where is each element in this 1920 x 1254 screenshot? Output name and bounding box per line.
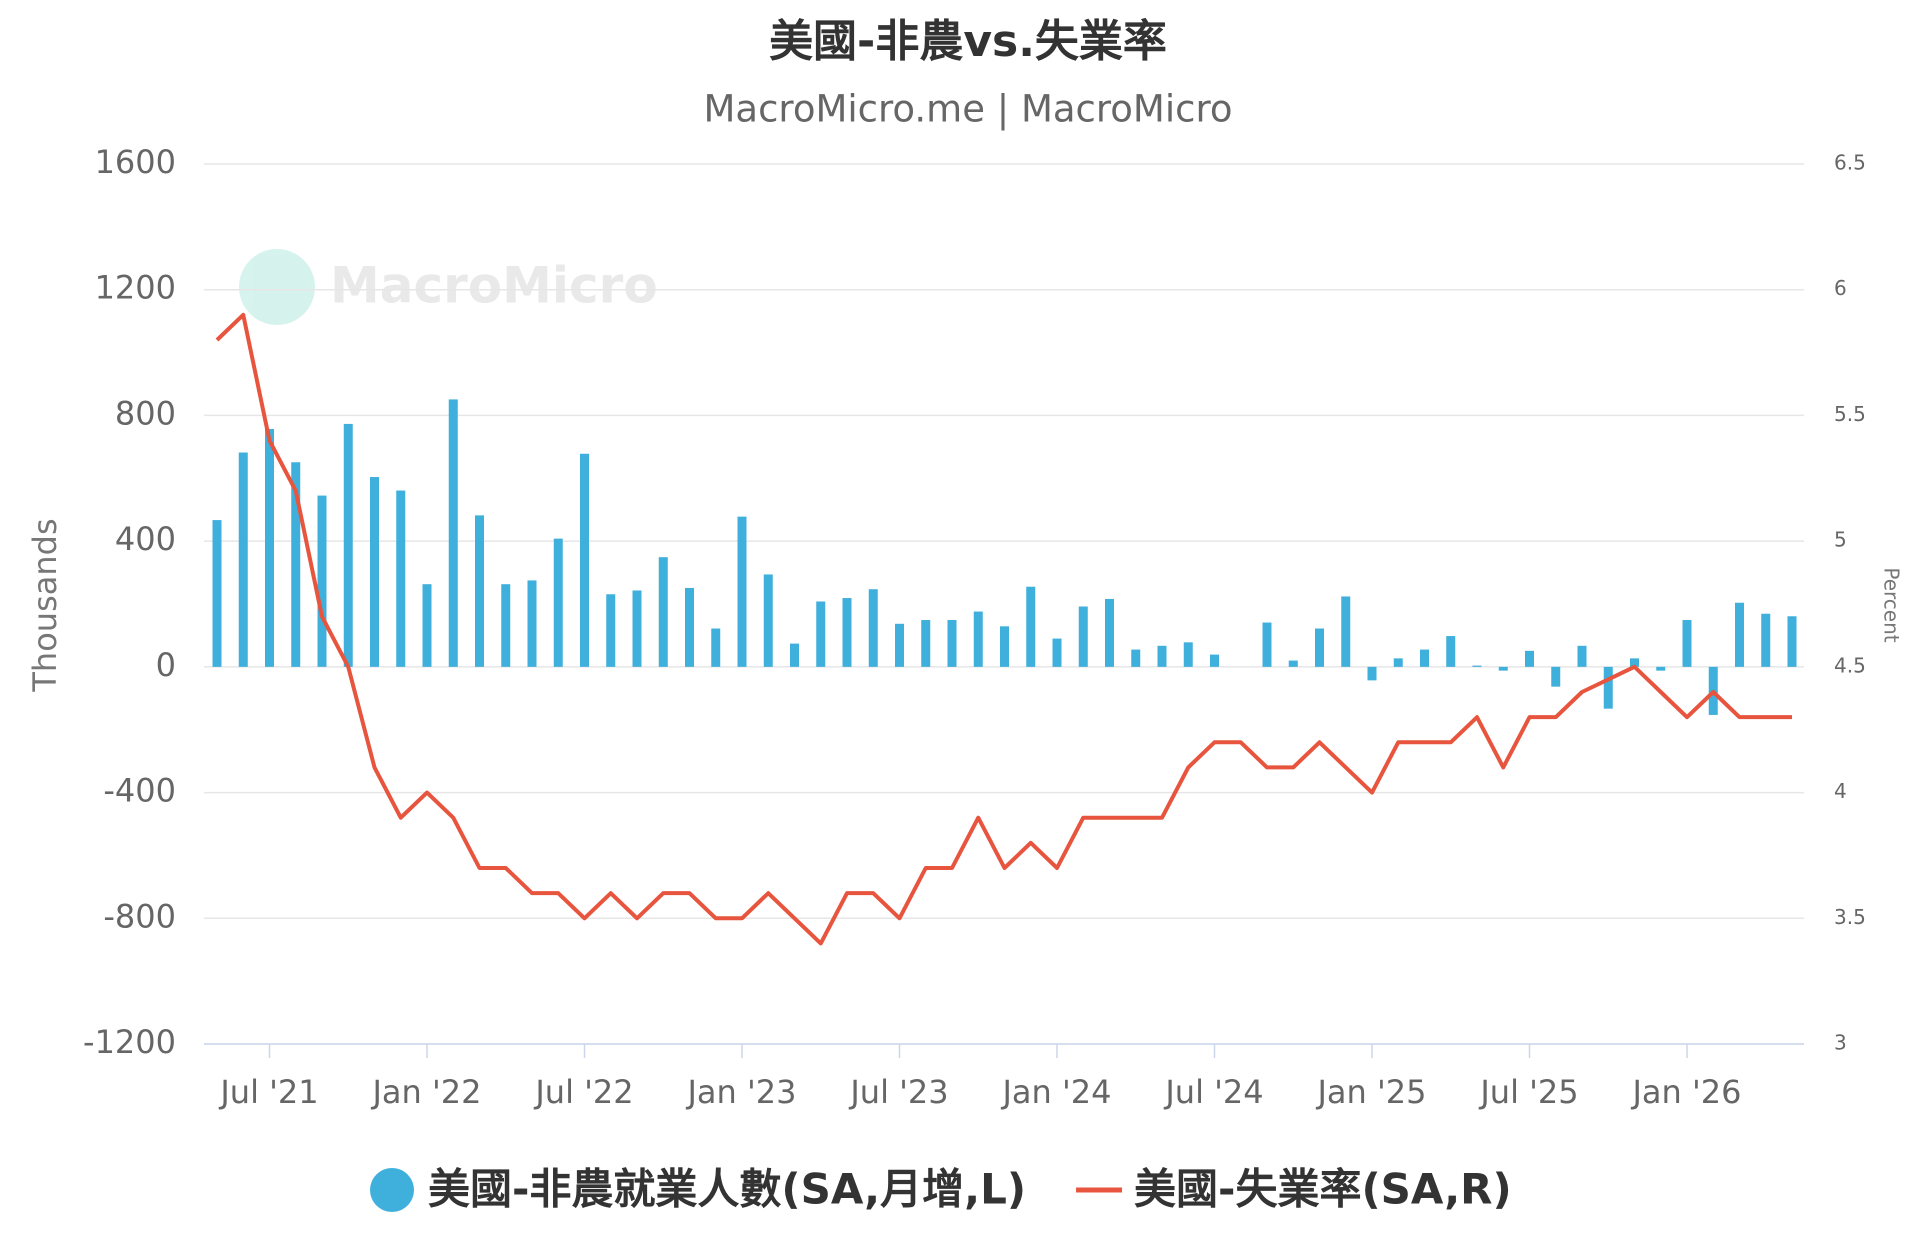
chart-subtitle: MacroMicro.me | MacroMicro [703, 88, 1232, 131]
bar [1367, 666, 1377, 681]
y2-tick-label: 6 [1834, 276, 1847, 300]
bar [1551, 666, 1561, 687]
y-tick-label: 1600 [95, 143, 176, 181]
bar [1131, 649, 1141, 667]
bar [553, 538, 563, 667]
bar [422, 584, 432, 667]
bar [1682, 620, 1692, 667]
x-tick-label: Jul '21 [218, 1073, 318, 1111]
bar [1446, 636, 1456, 667]
bar [1735, 602, 1744, 667]
bar [1472, 665, 1482, 667]
y-tick-label: -1200 [83, 1023, 176, 1061]
y2-tick-label: 3 [1834, 1031, 1847, 1055]
y2-tick-label: 4 [1834, 779, 1847, 803]
bar [658, 557, 668, 667]
bar [1420, 649, 1429, 667]
x-tick-label: Jul '22 [533, 1073, 633, 1111]
legend-symbol [370, 1168, 414, 1212]
bar [737, 516, 747, 667]
bar [895, 623, 904, 667]
bar [842, 598, 852, 667]
y2-tick-label: 4.5 [1834, 653, 1866, 677]
bar [606, 594, 616, 667]
watermark: MacroMicro [330, 257, 658, 315]
bar [868, 589, 878, 667]
chart-title: 美國-非農vs.失業率 [769, 16, 1167, 67]
bar [1315, 628, 1324, 667]
y-tick-label: 0 [156, 646, 176, 684]
bar [1498, 666, 1508, 671]
bar [501, 584, 511, 667]
y-tick-label: 1200 [95, 269, 176, 307]
bar [1288, 660, 1298, 667]
y-tick-label: 400 [115, 520, 176, 558]
bar [396, 490, 406, 667]
watermark-group: MacroMicro [239, 249, 658, 325]
bar [1078, 606, 1088, 667]
bar [1000, 626, 1009, 667]
y2-tick-label: 5 [1834, 528, 1847, 552]
bar [1026, 586, 1036, 667]
line [215, 312, 1792, 946]
legend-label: 美國-非農就業人數(SA,月增,L) [428, 1165, 1026, 1214]
x-tick-label: Jul '23 [848, 1073, 948, 1111]
bar [475, 515, 484, 667]
x-tick-label: Jan '23 [685, 1073, 796, 1111]
bar [1787, 616, 1797, 667]
bar [1577, 645, 1587, 667]
y2-tick-label: 6.5 [1834, 151, 1866, 175]
y-tick-label: 800 [115, 394, 176, 432]
bar [448, 399, 458, 667]
bar [291, 462, 301, 667]
bar [685, 587, 694, 667]
bar [1761, 613, 1771, 667]
bar [1262, 622, 1272, 667]
bar [1210, 654, 1219, 667]
bar [1656, 666, 1666, 671]
bar [212, 520, 222, 667]
bar [763, 574, 773, 667]
bar [1052, 638, 1062, 667]
y-tick-label: -400 [103, 772, 176, 810]
bar [1630, 658, 1639, 667]
y2-tick-label: 5.5 [1834, 402, 1866, 426]
bar [1525, 650, 1534, 667]
y-tick-label: -800 [103, 897, 176, 935]
bar [265, 428, 274, 667]
bar [1341, 596, 1351, 667]
bar [632, 590, 642, 667]
x-tick-label: Jan '25 [1315, 1073, 1426, 1111]
bar [1393, 658, 1403, 667]
bar [317, 495, 327, 667]
bar [580, 453, 589, 667]
bar [790, 643, 799, 667]
bar [816, 601, 826, 667]
x-tick-label: Jan '24 [1000, 1073, 1111, 1111]
bar [1105, 598, 1114, 667]
bar [711, 628, 721, 667]
x-tick-label: Jan '22 [370, 1073, 481, 1111]
bar [527, 580, 537, 667]
legend: 美國-非農就業人數(SA,月增,L) 美國-失業率(SA,R) [370, 1165, 1512, 1214]
legend-label: 美國-失業率(SA,R) [1134, 1165, 1512, 1214]
bar [947, 620, 957, 667]
watermark-logo [239, 249, 315, 325]
bar [1603, 666, 1613, 709]
y2-tick-label: 3.5 [1834, 905, 1866, 929]
x-tick-label: Jul '24 [1163, 1073, 1263, 1111]
bar [238, 452, 248, 667]
bar [343, 423, 353, 667]
bar [370, 477, 379, 667]
bar [1183, 642, 1193, 667]
bar [1157, 645, 1167, 667]
x-tick-label: Jul '25 [1478, 1073, 1578, 1111]
y2-axis-label: Percent [1880, 567, 1904, 642]
x-tick-label: Jan '26 [1630, 1073, 1741, 1111]
bar [921, 620, 931, 667]
bar [973, 611, 983, 667]
y-axis-label: Thousands [26, 518, 64, 692]
